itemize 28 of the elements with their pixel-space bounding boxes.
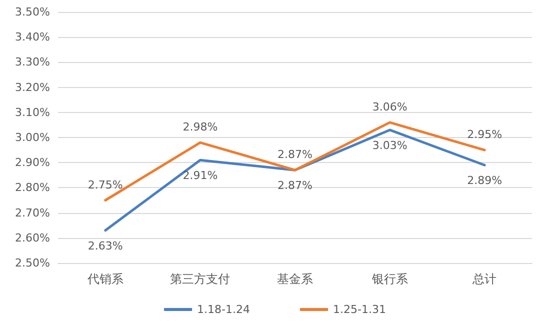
data-label: 2.63% [88, 239, 123, 252]
data-label: 2.98% [182, 120, 218, 134]
y-tick-label: 3.50% [15, 6, 50, 18]
data-label: 2.95% [467, 128, 502, 142]
y-tick-label: 2.50% [15, 256, 50, 270]
data-label: 3.03% [372, 138, 408, 152]
x-tick-label: 第三方支付 [170, 272, 230, 286]
data-label: 2.91% [182, 169, 218, 182]
y-tick-label: 3.00% [15, 131, 50, 144]
y-tick-label: 3.20% [15, 80, 50, 94]
x-tick-label: 总计 [472, 272, 497, 286]
x-tick-label: 基金系 [277, 272, 313, 286]
y-tick-label: 2.70% [15, 206, 50, 220]
data-label: 2.89% [467, 174, 502, 188]
legend-label: 1.18-1.24 [197, 303, 250, 316]
y-tick-label: 2.90% [15, 156, 50, 170]
data-label: 3.06% [372, 100, 408, 114]
data-label: 2.87% [278, 179, 312, 192]
x-tick-label: 代销系 [86, 272, 124, 286]
y-tick-label: 3.30% [15, 56, 50, 69]
legend-label: 1.25-1.31 [333, 303, 386, 316]
x-tick-label: 银行系 [370, 272, 408, 286]
y-tick-label: 3.10% [15, 106, 50, 119]
y-tick-label: 2.60% [15, 231, 50, 244]
data-label: 2.87% [278, 148, 312, 162]
data-label: 2.75% [88, 178, 123, 192]
y-tick-label: 2.80% [15, 181, 50, 194]
y-tick-label: 3.40% [15, 30, 50, 44]
